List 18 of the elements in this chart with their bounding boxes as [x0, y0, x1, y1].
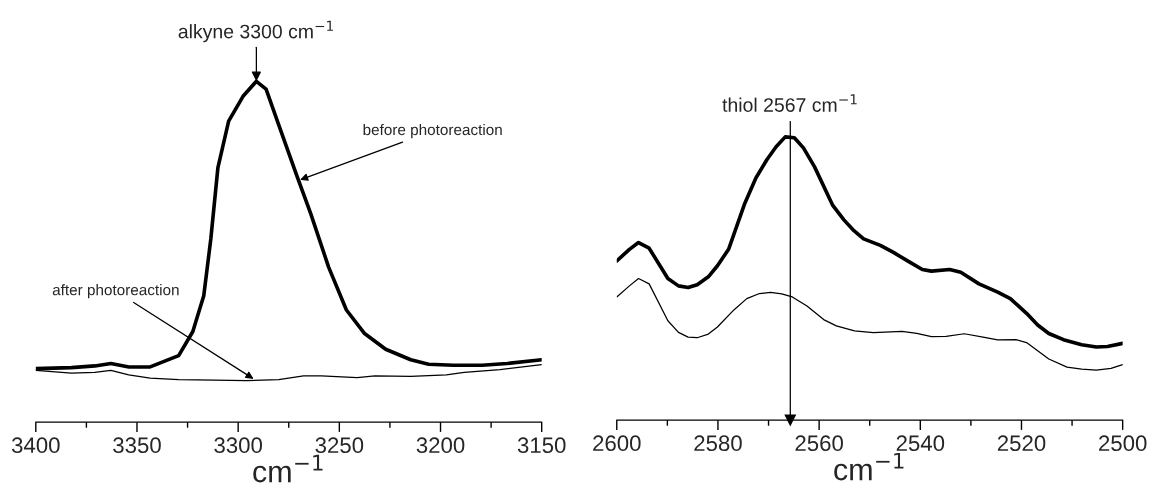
x-tick-label: 2600: [593, 435, 641, 452]
x-tick-label: 2580: [694, 435, 742, 452]
x-tick-label: 3200: [416, 437, 465, 454]
annotation: alkyne 3300 cm$^{−1}$: [178, 20, 333, 43]
x-tick-label: 2540: [896, 435, 945, 452]
annotation: before photoreaction: [363, 123, 502, 139]
x-tick-label: 2520: [997, 435, 1046, 452]
x-tick-label: 2560: [795, 435, 843, 452]
annotation: after photoreaction: [52, 284, 179, 299]
x-axis-title: cm$^{−1}$: [253, 454, 323, 483]
x-tick-label: 3250: [315, 437, 364, 454]
ref-line-label: thiol 2567 cm$^{−1}$: [722, 94, 857, 112]
x-axis-title: cm$^{−1}$: [834, 452, 904, 481]
x-tick-label: 2500: [1099, 435, 1147, 452]
x-tick-label: 3300: [214, 437, 263, 454]
x-tick-label: 3400: [11, 437, 60, 454]
x-tick-label: 3150: [517, 437, 566, 454]
x-tick-label: 3350: [113, 437, 161, 454]
